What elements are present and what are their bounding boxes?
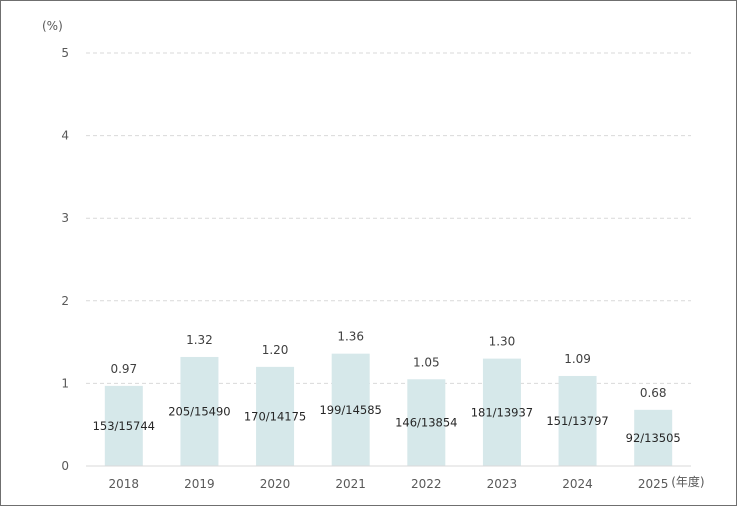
y-tick-label: 5	[61, 46, 69, 60]
bar-value-label: 1.20	[262, 343, 289, 357]
bar-2023	[482, 358, 521, 466]
y-tick-label: 3	[61, 211, 69, 225]
bar-2021	[331, 353, 370, 466]
bar-value-label: 0.97	[110, 362, 137, 376]
bar-count-label: 199/14585	[319, 403, 381, 417]
bar-count-label: 170/14175	[244, 409, 306, 423]
bar-2020	[256, 366, 295, 466]
bar-2025	[634, 409, 673, 466]
bar-count-label: 151/13797	[546, 414, 608, 428]
bar-2018	[104, 385, 143, 466]
x-tick-label: 2018	[109, 477, 140, 491]
x-tick-label: 2022	[411, 477, 442, 491]
bar-value-label: 1.05	[413, 355, 440, 369]
x-axis-unit: (年度)	[671, 474, 704, 489]
y-tick-label: 1	[61, 376, 69, 390]
bar-2024	[558, 375, 597, 466]
y-tick-label: 2	[61, 294, 69, 308]
bar-2019	[180, 356, 219, 466]
bar-value-label: 1.09	[564, 352, 591, 366]
bar-count-label: 92/13505	[626, 431, 681, 445]
x-tick-label: 2020	[260, 477, 291, 491]
x-tick-label: 2023	[487, 477, 518, 491]
x-tick-label: 2024	[562, 477, 593, 491]
bar-value-label: 1.32	[186, 333, 213, 347]
bar-count-label: 153/15744	[93, 419, 155, 433]
x-tick-label: 2019	[184, 477, 215, 491]
y-tick-label: 0	[61, 459, 69, 473]
bar-count-label: 205/15490	[168, 404, 230, 418]
bar-count-label: 181/13937	[471, 405, 533, 419]
bar-value-label: 1.36	[337, 330, 364, 344]
bar-value-label: 0.68	[640, 386, 667, 400]
y-axis-unit: (%)	[42, 19, 63, 33]
y-tick-label: 4	[61, 129, 69, 143]
x-tick-label: 2021	[335, 477, 366, 491]
bar-2022	[407, 379, 446, 466]
x-tick-label: 2025	[638, 477, 669, 491]
bar-value-label: 1.30	[489, 335, 516, 349]
bar-count-label: 146/13854	[395, 416, 457, 430]
